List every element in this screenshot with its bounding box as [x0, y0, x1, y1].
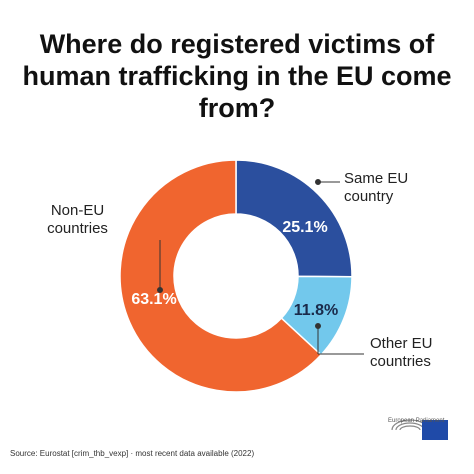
ep-logo [391, 419, 448, 440]
slice-label: Other EU countries [370, 335, 433, 370]
chart-title: Where do registered victims of human tra… [22, 29, 452, 123]
value-label: 25.1% [282, 219, 327, 236]
slice-label: Same EU country [344, 170, 409, 205]
leaders [157, 179, 364, 355]
slice [235, 159, 353, 278]
source: Source: Eurostat [crim_thb_vexp] · most … [10, 449, 255, 458]
value-label: 63.1% [131, 291, 176, 308]
logo-text: European Parliament [388, 418, 445, 424]
value-label: 11.8% [294, 302, 338, 319]
slice [119, 159, 323, 393]
slice-label: Non-EU countries [47, 202, 108, 237]
